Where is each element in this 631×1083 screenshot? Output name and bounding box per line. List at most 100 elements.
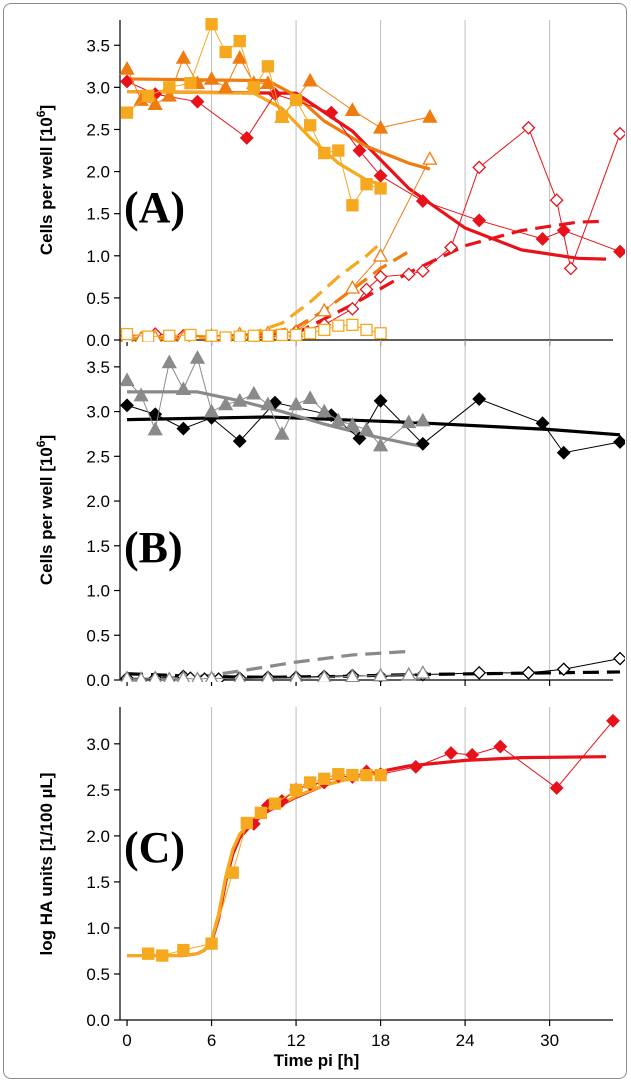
x-axis-label: Time pi [h] — [274, 1051, 360, 1070]
point-lightorange-square — [219, 45, 232, 59]
y-tick-label: 1.0 — [86, 247, 110, 266]
point-gray-triangle-open — [317, 669, 332, 682]
point-red-diamond — [613, 244, 625, 259]
point-lightorange-square — [289, 93, 303, 107]
point-orange-triangle — [302, 72, 318, 87]
point-black-diamond — [535, 416, 550, 431]
point-lightorange-square-open — [184, 328, 197, 342]
x-tick-label: 18 — [371, 1031, 390, 1050]
point-lightorange-square-ha — [177, 943, 190, 957]
point-lightorange-square — [233, 34, 246, 48]
chart-panel-3: 0.0 0.5 1.0 1.5 2.0 2.5 3.0 0 6 12 18 24 30 log HA un… — [37, 707, 620, 1070]
point-lightorange-square-open — [360, 323, 373, 337]
point-gray-triangle — [344, 417, 361, 431]
y-axis-label-end: ] — [37, 435, 56, 441]
point-red-diamond — [415, 194, 430, 208]
point-black-diamond — [415, 436, 430, 451]
point-black-diamond — [352, 431, 367, 446]
point-red-diamond-ha — [549, 781, 564, 795]
point-gray-triangle-open — [415, 665, 431, 679]
point-gray-triangle — [147, 421, 163, 436]
y-tick-label: 0.0 — [86, 1011, 110, 1030]
y-tick-label: 1.0 — [86, 582, 110, 601]
point-lightorange-square — [304, 119, 317, 132]
point-red-diamond — [120, 74, 134, 89]
point-gray-triangle — [232, 393, 248, 407]
series-line-lightorange-square — [126, 22, 381, 207]
y-tick-label: 0.5 — [86, 289, 110, 308]
point-lightorange-square-ha — [226, 866, 239, 879]
y-tick-label: 0.0 — [86, 331, 110, 350]
point-black-diamond — [556, 445, 571, 460]
point-gray-triangle — [372, 437, 389, 452]
point-black-diamond — [472, 392, 487, 406]
point-orange-triangle — [218, 79, 234, 94]
point-red-diamond-ha — [408, 759, 423, 774]
point-gray-triangle-open — [261, 670, 275, 682]
point-gray-triangle-open — [148, 670, 162, 682]
point-gray-triangle — [316, 403, 332, 418]
y-tick-label: 3.0 — [86, 403, 110, 422]
data-group — [127, 713, 620, 962]
panel-tag: (C) — [124, 823, 185, 872]
point-orange-triangle — [344, 102, 361, 116]
point-gray-triangle — [288, 396, 304, 411]
point-lightorange-square — [184, 77, 197, 90]
point-gray-triangle-open — [135, 671, 148, 682]
point-lightorange-square-ha — [304, 776, 317, 789]
point-gray-triangle-open — [344, 668, 360, 682]
point-orange-triangle — [161, 87, 177, 102]
point-orange-triangle — [147, 96, 163, 111]
point-lightorange-square-open — [219, 331, 232, 342]
point-lightorange-square-open — [275, 328, 289, 342]
point-red-diamond-open — [401, 267, 416, 282]
point-gray-triangle — [175, 381, 191, 396]
y-tick-label: 2.0 — [86, 163, 110, 182]
point-orange-triangle — [232, 50, 248, 64]
y-axis-label: log HA units [1/100 µL] — [37, 773, 56, 956]
point-gray-triangle-open — [372, 667, 389, 682]
x-tick-label: 12 — [287, 1031, 306, 1050]
data-group — [119, 350, 625, 682]
point-black-diamond — [373, 393, 388, 408]
point-red-diamond-open — [444, 240, 458, 255]
point-gray-triangle — [246, 385, 262, 400]
series-line-red-diamond-open — [127, 126, 621, 337]
point-lightorange-square-ha — [318, 772, 331, 785]
point-lightorange-square — [374, 182, 387, 195]
point-orange-triangle-open — [372, 247, 389, 262]
point-lightorange-square-ha — [374, 768, 387, 782]
fit-red-fit-ha — [127, 755, 606, 958]
x-tick-label: 0 — [122, 1031, 131, 1050]
point-gray-triangle — [302, 390, 318, 405]
panel-tag: (A) — [124, 183, 185, 232]
y-tick-label: 3.5 — [86, 358, 110, 377]
point-gray-triangle-open — [163, 671, 176, 682]
x-tick-label: 6 — [207, 1031, 216, 1050]
point-black-diamond — [232, 434, 247, 449]
y-axis-label-end: ] — [37, 105, 56, 111]
point-red-diamond-open — [549, 193, 564, 208]
point-lightorange-square-open — [332, 319, 345, 332]
point-red-diamond-ha — [444, 746, 458, 760]
point-orange-triangle — [372, 119, 389, 134]
y-tick-label: 2.5 — [86, 120, 110, 139]
point-orange-triangle — [175, 50, 191, 64]
point-lightorange-square — [346, 199, 359, 212]
point-red-diamond-ha — [493, 739, 508, 754]
point-red-diamond-open — [613, 126, 625, 141]
point-gray-triangle — [358, 421, 375, 436]
point-lightorange-square-ha — [205, 937, 218, 950]
point-lightorange-square — [318, 146, 331, 160]
point-lightorange-square-open — [247, 329, 260, 342]
point-black-diamond-open — [521, 665, 536, 680]
y-axis-label-main: Cells per well [10 — [37, 117, 56, 255]
point-lightorange-square-open — [142, 330, 155, 342]
point-lightorange-square-open — [261, 329, 275, 342]
point-red-diamond — [190, 94, 205, 109]
point-red-diamond-open — [415, 264, 430, 278]
point-gray-triangle-open — [401, 666, 417, 681]
y-axis-label: Cells per well [106] — [34, 105, 56, 255]
series-line-orange-triangle — [126, 56, 430, 129]
